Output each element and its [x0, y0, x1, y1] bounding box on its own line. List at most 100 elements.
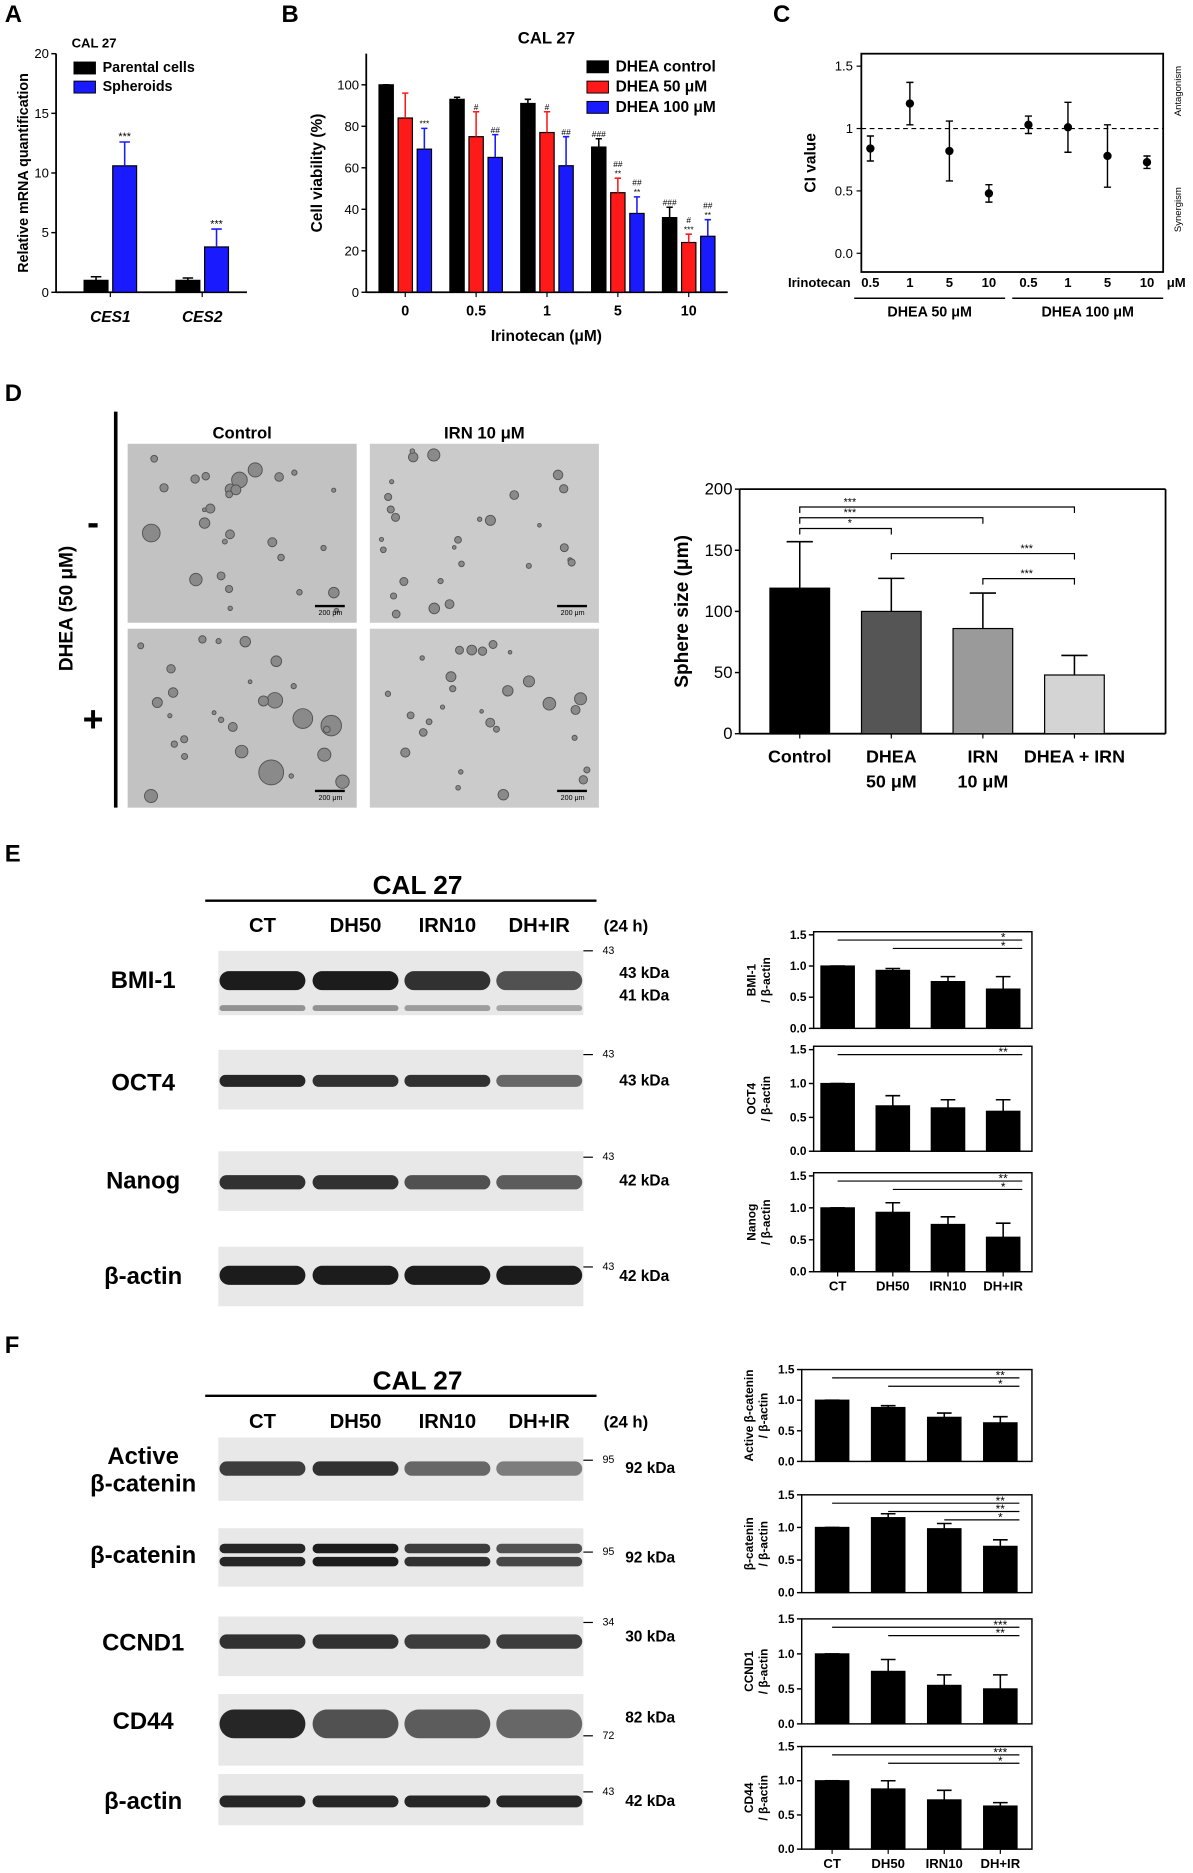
y-tick-label: 1.5 — [790, 1043, 807, 1057]
error-bar — [992, 1539, 1008, 1547]
legend-swatch — [586, 80, 609, 94]
x-tick-label: DHEA — [866, 746, 917, 766]
plot-frame — [800, 1368, 1033, 1463]
cell-cluster — [454, 535, 462, 544]
y-axis-label: OCT4 — [745, 1082, 759, 1114]
blot-band — [404, 1461, 491, 1476]
y-tick-label: 0.5 — [790, 1233, 807, 1247]
bar — [870, 1517, 906, 1594]
error-bar — [119, 141, 130, 166]
error-bar — [992, 1674, 1008, 1689]
row-label: + — [83, 699, 104, 739]
cell-cluster — [292, 708, 314, 729]
legend-label: DHEA 100 μM — [616, 99, 716, 116]
y-axis-label: β-catenin — [742, 1517, 756, 1570]
legend-label: DHEA 50 μM — [616, 79, 708, 96]
cell-cluster — [525, 562, 532, 569]
error-bar — [936, 1522, 952, 1529]
x-tick-label: IRN10 — [929, 1279, 966, 1294]
y-tick-label: 0.5 — [778, 1424, 795, 1438]
significance-label: *** — [993, 1618, 1007, 1632]
time-label: (24 h) — [604, 916, 649, 935]
legend-swatch — [73, 80, 96, 94]
cell-cluster — [567, 558, 576, 567]
protein-label: β-catenin — [90, 1542, 196, 1569]
bar — [814, 1653, 850, 1725]
bar — [926, 1799, 962, 1850]
cell-cluster — [379, 546, 387, 554]
cell-cluster — [502, 685, 514, 697]
group-label: DHEA 50 μM — [887, 305, 971, 321]
zone-label: Synergism — [1173, 187, 1184, 232]
cell-cluster — [497, 788, 510, 801]
y-tick-label: 0.5 — [790, 1110, 807, 1124]
cell-cluster — [409, 448, 416, 454]
significance-bracket — [799, 517, 984, 524]
significance-label: ## — [561, 127, 571, 137]
error-bar — [786, 540, 813, 589]
error-bar — [940, 975, 956, 982]
bar — [700, 235, 716, 293]
y-axis-label: Relative mRNA quantification — [16, 73, 32, 273]
significance-label: ** — [634, 187, 641, 197]
y-tick-label: 1.0 — [790, 1077, 807, 1091]
significance-label: ** — [996, 1369, 1006, 1383]
blot-band — [496, 1634, 583, 1649]
significance-label: ** — [996, 1494, 1006, 1508]
y-tick-label: 150 — [705, 541, 733, 560]
y-tick-label: 0.0 — [778, 1454, 795, 1468]
error-bar — [182, 277, 194, 281]
cell-cluster — [484, 514, 496, 526]
point — [1142, 158, 1152, 167]
scale-bar-label: 200 μm — [561, 609, 585, 617]
error-bar — [880, 1658, 896, 1672]
cell-cluster — [266, 692, 284, 709]
cell-cluster — [198, 635, 207, 644]
cell-cluster — [328, 586, 340, 599]
y-axis-label: CCND1 — [742, 1650, 756, 1691]
blot-band — [219, 1074, 306, 1087]
cell-cluster — [399, 577, 409, 587]
marker-label: 95 — [602, 1454, 614, 1466]
blot-band — [312, 1634, 399, 1649]
plot-frame — [800, 1745, 1033, 1850]
legend-label: DHEA control — [616, 58, 716, 75]
blot-band — [496, 971, 583, 991]
lane-label: DH+IR — [509, 915, 571, 937]
significance-label: * — [998, 1377, 1003, 1391]
cell-cluster — [418, 728, 428, 737]
y-axis-label: / β-actin — [759, 957, 773, 1003]
legend-label: Spheroids — [103, 79, 173, 95]
bar — [875, 1211, 911, 1273]
blot-band — [312, 1556, 399, 1567]
marker-label: 34 — [602, 1616, 614, 1628]
chart-title: CAL 27 — [72, 35, 117, 50]
cell-cluster — [552, 469, 564, 481]
micrograph — [127, 628, 357, 808]
error-bar — [992, 1415, 1008, 1423]
blot-band — [312, 971, 399, 991]
y-tick-label: 50 — [714, 663, 733, 682]
blot-band — [312, 1461, 399, 1476]
x-tick-label: 5 — [614, 303, 622, 319]
cell-cluster — [445, 671, 457, 683]
marker-label: 43 — [602, 1786, 614, 1798]
blot-band — [312, 1709, 399, 1739]
scale-bar-label: 200 μm — [318, 609, 342, 617]
blot-band — [219, 971, 306, 991]
cell-cluster — [378, 536, 385, 542]
cell-cluster — [189, 572, 203, 587]
bar — [539, 131, 555, 293]
blot-band — [312, 1175, 399, 1190]
bar — [520, 102, 536, 293]
size-label: 42 kDa — [619, 1173, 669, 1190]
cell-cluster — [201, 472, 210, 481]
lane-label: CT — [249, 1411, 277, 1433]
error-bar — [969, 592, 997, 629]
significance-label: *** — [1020, 543, 1033, 555]
cell-cluster — [230, 484, 242, 496]
y-tick-label: 1.0 — [790, 1201, 807, 1215]
y-axis-label: / β-actin — [757, 1649, 771, 1695]
error-bar — [614, 177, 622, 193]
